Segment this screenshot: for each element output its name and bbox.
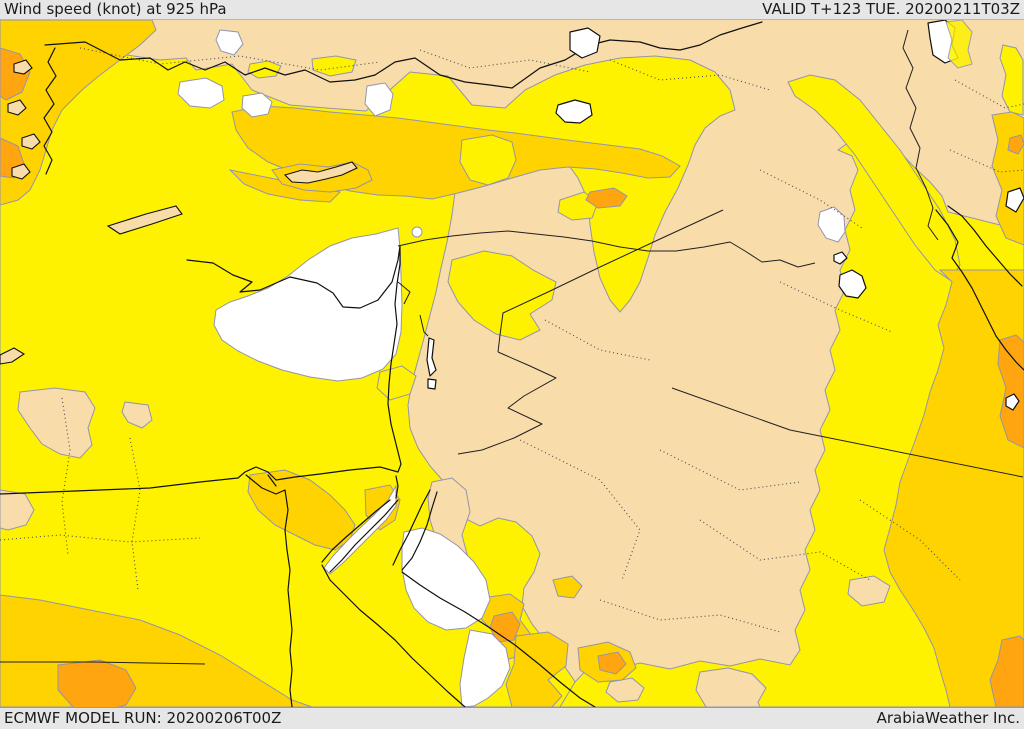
contour-layer-calm <box>177 29 846 707</box>
saudi-iraq-border <box>671 387 1024 478</box>
israel-jordan-line <box>419 314 429 337</box>
map-title: Wind speed (knot) at 925 hPa <box>4 0 227 18</box>
bahrain-island <box>1005 393 1020 411</box>
valid-time-label: VALID T+123 TUE. 20200211T03Z <box>762 0 1020 18</box>
dead-sea <box>426 337 437 377</box>
kuwait-island <box>833 251 848 265</box>
country-borders <box>0 29 1024 665</box>
red-sea-african-coast <box>321 564 466 707</box>
suez-canal <box>395 475 399 499</box>
cyprus-island <box>283 161 358 184</box>
admin-borders-dotted <box>0 47 1024 633</box>
lake-tuz <box>569 27 601 59</box>
gold-band-yellow-hole <box>459 134 517 186</box>
iran-iraq-border <box>902 29 939 241</box>
gulf-of-suez <box>329 499 399 573</box>
turkey-syria-border <box>397 230 816 268</box>
rhodes-island <box>106 205 183 235</box>
aegean-coast <box>43 47 57 175</box>
coastlines <box>0 20 1024 707</box>
contour-map-canvas <box>0 20 1024 707</box>
gulf-of-aqaba <box>392 489 431 566</box>
crete-island <box>0 347 26 365</box>
red-sea-arabian-coast <box>401 571 596 707</box>
footer-bar: ECMWF MODEL RUN: 20200206T00Z ArabiaWeat… <box>0 707 1024 729</box>
lake-van <box>555 99 593 124</box>
persian-gulf-coast <box>935 209 1024 371</box>
contour-layer-gold <box>0 20 1024 707</box>
syria-iraq-border <box>497 209 724 353</box>
mediterranean-coast <box>0 245 402 495</box>
aegean-island <box>11 163 31 180</box>
header-bar: Wind speed (knot) at 925 hPa VALID T+123… <box>0 0 1024 20</box>
jordan-saudi-border <box>457 351 557 455</box>
black-sea-coast <box>44 21 763 89</box>
egypt-sudan-border <box>0 661 206 665</box>
wind-speed-map <box>0 20 1024 707</box>
model-run-label: ECMWF MODEL RUN: 20200206T00Z <box>4 709 282 727</box>
nile-river <box>245 474 293 707</box>
aegean-island <box>13 59 33 75</box>
aegean-island <box>21 133 41 150</box>
brand-label: ArabiaWeather Inc. <box>876 709 1020 727</box>
aegean-island <box>7 99 27 116</box>
